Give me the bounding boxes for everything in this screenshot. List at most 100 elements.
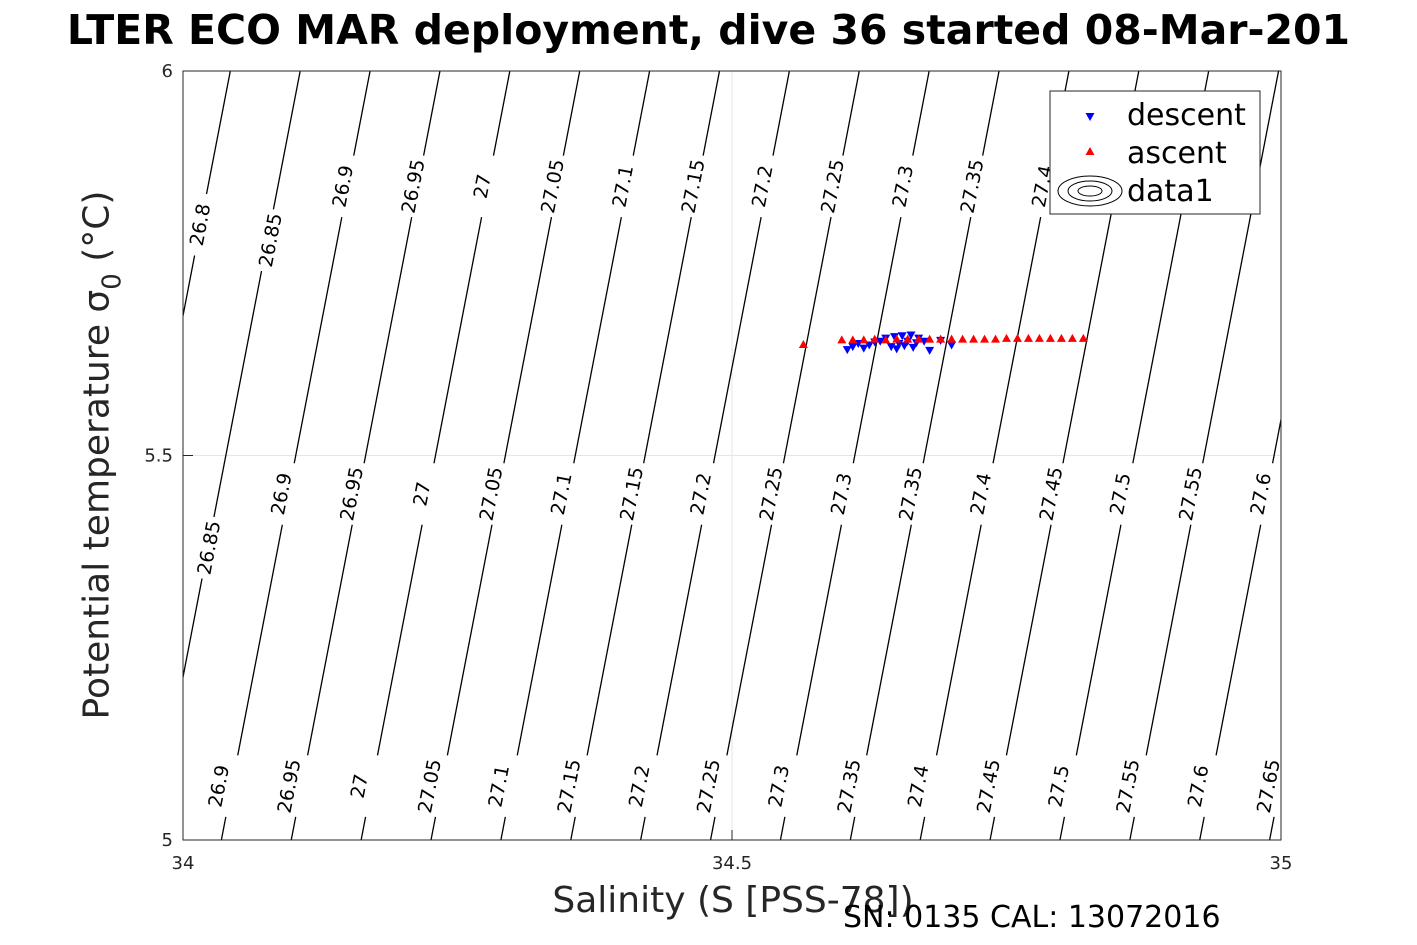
contour-line	[1199, 816, 1205, 840]
contour-label: 27.5	[1044, 763, 1074, 809]
contour-line	[849, 816, 856, 840]
ascent-point	[980, 334, 990, 343]
ascent-point	[859, 335, 869, 344]
y-axis-label-text: Potential temperature	[76, 312, 118, 720]
contour-line	[989, 816, 996, 840]
x-axis-label: Salinity (S [PSS-78])	[552, 880, 914, 921]
contour-line	[205, 71, 231, 195]
contour-line	[503, 216, 553, 464]
contour-label: 27.65	[1253, 757, 1285, 815]
y-axis-label: Potential temperature σ0 (°C)	[76, 191, 128, 720]
ascent-point	[903, 334, 913, 343]
contour-line	[446, 524, 493, 756]
contour-label: 27.3	[764, 763, 794, 809]
contour-line	[516, 524, 563, 756]
contour-line	[1202, 71, 1280, 464]
contour-line	[213, 270, 263, 518]
ascent-point	[1078, 333, 1088, 342]
contour-line	[922, 216, 972, 464]
contour-label: 26.8	[186, 202, 216, 248]
contour-label: 27	[409, 480, 435, 508]
ascent-point	[936, 334, 946, 343]
y-tick-label: 6	[162, 61, 173, 82]
contour-label: 27.1	[608, 163, 638, 209]
ascent-point	[892, 334, 902, 343]
tick-labels: 34 34.5 35 5 5.5 6	[144, 61, 1292, 874]
contour-label: 27.3	[827, 471, 857, 517]
contour-line	[912, 71, 930, 156]
contour-label: 27.05	[537, 158, 569, 216]
contour-line	[1059, 816, 1066, 840]
ascent-point	[925, 334, 935, 343]
contour-line	[1271, 416, 1281, 464]
contour-line	[422, 71, 441, 156]
contour-line	[562, 71, 581, 156]
ascent-point	[798, 339, 808, 348]
ascent-point	[969, 334, 979, 343]
contour-line	[866, 524, 912, 756]
contour-line	[293, 216, 343, 464]
y-tick-label: 5.5	[144, 446, 173, 467]
contour-line	[772, 71, 791, 156]
ascent-point	[870, 334, 880, 343]
ascent-point	[1002, 333, 1011, 342]
ascent-point	[837, 335, 847, 344]
descent-point	[859, 344, 869, 353]
contour-line	[272, 71, 301, 210]
contour-line	[796, 524, 843, 756]
contour-line	[573, 216, 622, 464]
x-tick-label: 35	[1270, 853, 1293, 874]
ascent-point	[1067, 333, 1077, 342]
contour-label: 27.35	[834, 757, 866, 815]
contour-label: 27.4	[904, 763, 934, 809]
contour-label: 27.55	[1112, 757, 1144, 815]
contour-label: 27.1	[484, 763, 514, 809]
descent-point	[864, 341, 874, 350]
contour-label: 26.9	[204, 763, 234, 809]
contour-line	[632, 71, 651, 156]
descent-point	[886, 343, 896, 352]
ascent-point	[914, 334, 924, 343]
ascent-point	[947, 334, 957, 343]
descent-point	[919, 337, 929, 346]
ascent-point	[958, 334, 968, 343]
contour-line	[726, 524, 773, 756]
contour-line	[782, 216, 832, 464]
contour-label: 26.95	[336, 465, 368, 523]
contour-line	[220, 816, 227, 840]
descent-point	[892, 345, 902, 354]
contour-line	[183, 578, 203, 681]
data-points	[798, 331, 1088, 355]
descent-point	[906, 331, 916, 340]
contour-label: 27.55	[1175, 465, 1207, 523]
descent-point	[899, 342, 909, 351]
legend-data1-label: data1	[1127, 174, 1214, 209]
contour-label: 27.25	[756, 465, 788, 523]
y-tick-label: 5	[162, 830, 173, 851]
contour-label: 27.05	[476, 465, 508, 523]
contour-line	[656, 524, 703, 756]
contour-line	[306, 524, 353, 756]
contour-line	[237, 524, 283, 756]
contour-label: 27.2	[625, 763, 655, 809]
contour-label: 26.85	[255, 211, 287, 269]
legend-descent-label: descent	[1127, 98, 1246, 133]
contour-line	[702, 71, 721, 156]
contour-label: 27	[470, 172, 496, 200]
contour-label: 27.2	[748, 163, 778, 209]
contour-line	[433, 216, 483, 464]
descent-point	[925, 346, 935, 355]
contour-line	[1075, 524, 1122, 756]
contour-line	[640, 816, 646, 840]
descent-point	[908, 343, 918, 352]
contour-label: 27.45	[1036, 465, 1068, 523]
contour-line	[353, 71, 371, 156]
contour-label: 27.15	[554, 757, 586, 815]
ascent-point	[991, 334, 1001, 343]
contour-line	[919, 816, 926, 840]
contour-line	[1005, 524, 1052, 756]
contour-label: 27.6	[1246, 471, 1276, 517]
descent-point	[875, 337, 885, 346]
contour-line	[360, 816, 367, 840]
